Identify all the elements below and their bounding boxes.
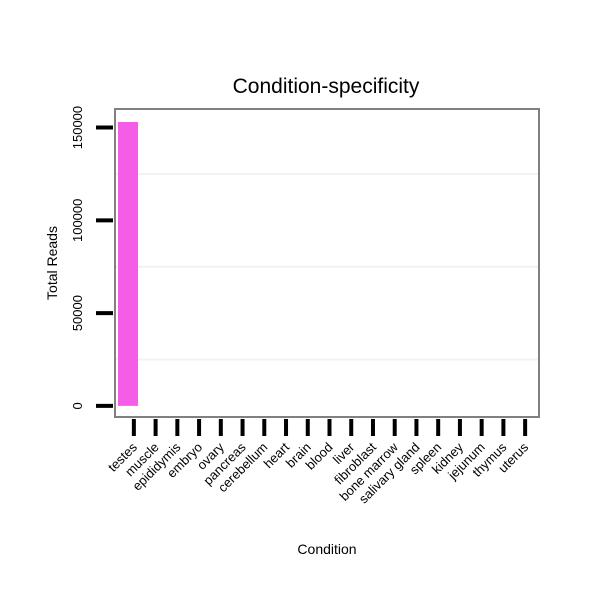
y-axis-label: Total Reads [44,226,60,300]
y-tick-label: 100000 [70,199,85,242]
y-tick-label: 0 [70,402,85,409]
x-axis: testesmuscleepididymisembryoovarypancrea… [105,419,532,506]
x-axis-label: Condition [297,541,356,557]
gridlines [115,172,539,361]
chart-title: Condition-specificity [233,75,420,98]
y-tick-label: 50000 [70,295,85,331]
bars [118,121,138,406]
y-tick-label: 150000 [70,106,85,149]
bar-testes [118,121,138,406]
plot-frame [114,108,540,418]
y-axis: 0 50000 100000 150000 [70,106,113,409]
